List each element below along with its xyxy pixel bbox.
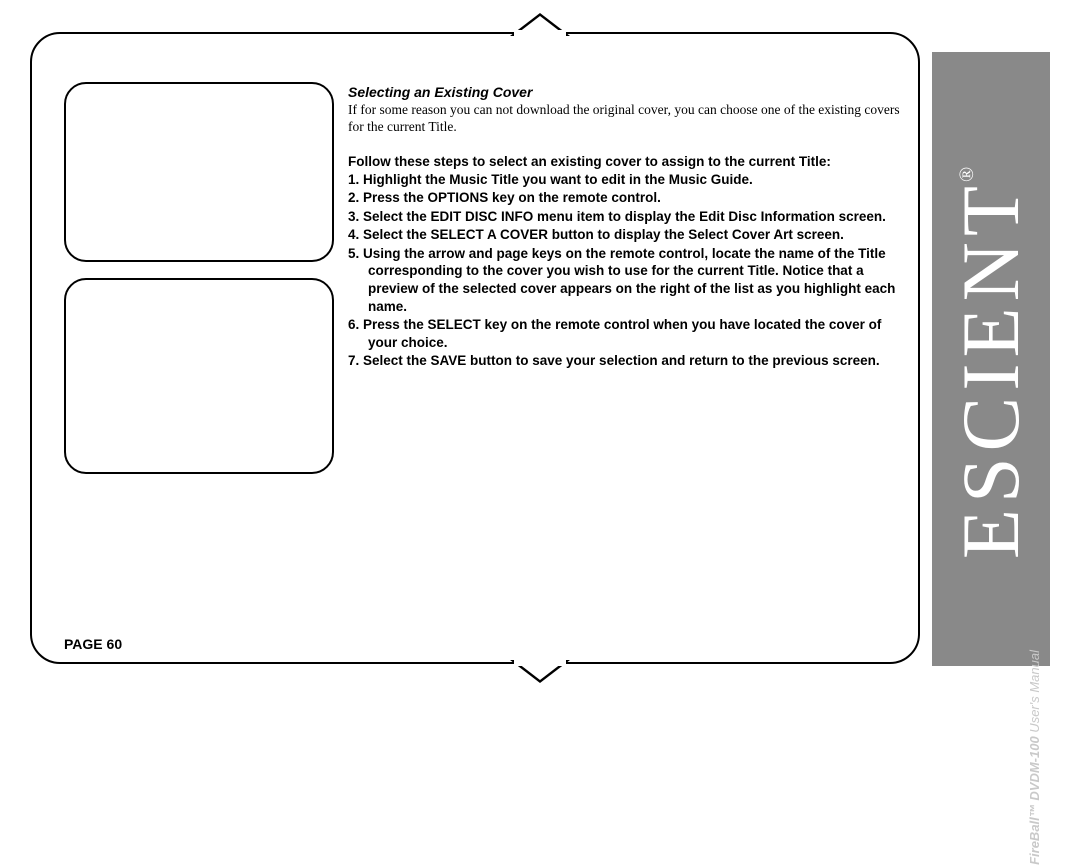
step-item: 1. Highlight the Music Title you want to…: [348, 171, 908, 189]
step-item: 6. Press the SELECT key on the remote co…: [348, 316, 908, 351]
brand-logo: ESCIENT®: [944, 159, 1038, 559]
bottom-tab-mask: [514, 656, 566, 666]
manual-suffix: User's Manual: [1027, 650, 1042, 733]
intro-text: If for some reason you can not download …: [348, 102, 908, 136]
manual-product: FireBall™: [1027, 804, 1042, 865]
screenshot-placeholder-2: [64, 278, 334, 474]
step-item: 7. Select the SAVE button to save your s…: [348, 352, 908, 370]
step-item: 2. Press the OPTIONS key on the remote c…: [348, 189, 908, 207]
page-number: PAGE 60: [64, 636, 122, 652]
manual-label: FireBall™ DVDM-100 User's Manual: [1027, 650, 1042, 865]
step-item: 4. Select the SELECT A COVER button to d…: [348, 226, 908, 244]
content-block: Selecting an Existing Cover If for some …: [348, 84, 908, 371]
section-title: Selecting an Existing Cover: [348, 84, 908, 100]
steps-intro: Follow these steps to select an existing…: [348, 154, 908, 169]
brand-sidebar: ESCIENT®: [932, 52, 1050, 666]
registered-icon: ®: [956, 161, 978, 182]
step-item: 5. Using the arrow and page keys on the …: [348, 245, 908, 315]
manual-model: DVDM-100: [1027, 733, 1042, 805]
screenshot-placeholder-1: [64, 82, 334, 262]
steps-list: 1. Highlight the Music Title you want to…: [348, 171, 908, 370]
top-tab-mask: [514, 30, 566, 40]
step-item: 3. Select the EDIT DISC INFO menu item t…: [348, 208, 908, 226]
brand-text: ESCIENT: [945, 180, 1036, 559]
